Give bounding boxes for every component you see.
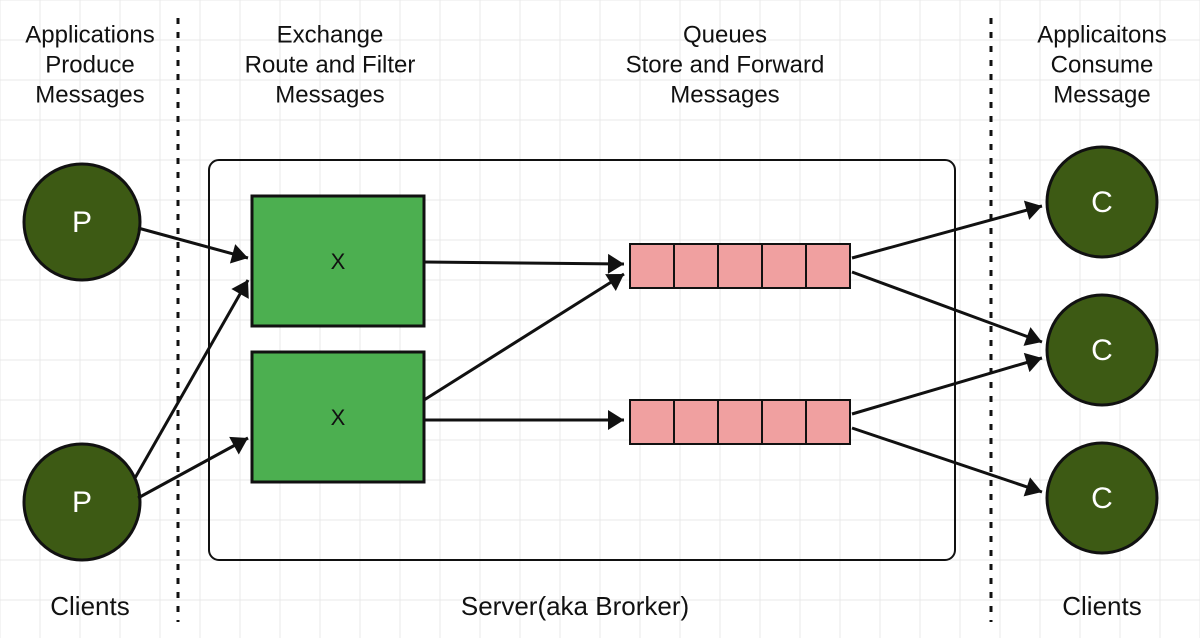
node-x2-label: X	[331, 405, 346, 430]
node-q2-cell	[806, 400, 850, 444]
exchange-header-line: Messages	[275, 81, 384, 108]
node-q1-cell	[674, 244, 718, 288]
node-q2-cell	[718, 400, 762, 444]
edge-x1-q1	[424, 262, 624, 264]
node-q2-cell	[674, 400, 718, 444]
consumers-footer: Clients	[1062, 591, 1141, 621]
node-q1-cell	[630, 244, 674, 288]
consumers-header-line: Applicaitons	[1037, 21, 1166, 48]
exchange-header-line: Exchange	[277, 21, 384, 48]
node-p1-label: P	[72, 206, 92, 239]
producers-header-line: Produce	[45, 51, 134, 78]
node-q1-cell	[718, 244, 762, 288]
message-broker-diagram: Applications Produce Messages Exchange Route…	[0, 0, 1200, 638]
producers-header-line: Messages	[35, 81, 144, 108]
node-q1-cell	[762, 244, 806, 288]
consumers-header-line: Message	[1053, 81, 1150, 108]
node-q2-cell	[630, 400, 674, 444]
queues-header-line: Messages	[670, 81, 779, 108]
server-footer: Server(aka Brorker)	[461, 591, 689, 621]
node-c2-label: C	[1091, 334, 1113, 367]
producers-header-line: Applications	[25, 21, 154, 48]
exchange-header-line: Route and Filter	[245, 51, 416, 78]
node-q1-cell	[806, 244, 850, 288]
queues-header-line: Store and Forward	[626, 51, 825, 78]
node-p2-label: P	[72, 486, 92, 519]
node-x1-label: X	[331, 249, 346, 274]
producers-footer: Clients	[50, 591, 129, 621]
queues-header-line: Queues	[683, 21, 767, 48]
consumers-header-line: Consume	[1051, 51, 1154, 78]
node-c3-label: C	[1091, 482, 1113, 515]
node-c1-label: C	[1091, 186, 1113, 219]
node-q2-cell	[762, 400, 806, 444]
